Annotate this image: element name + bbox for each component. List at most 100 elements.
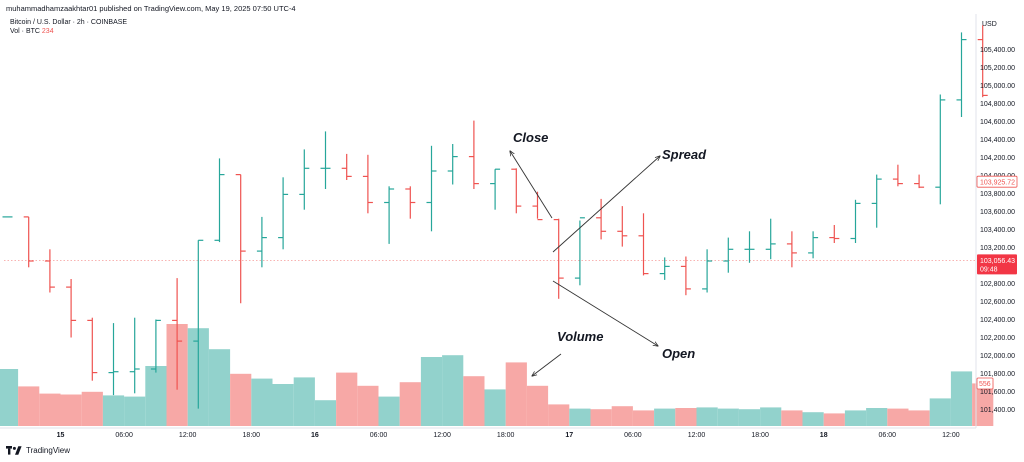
time-tick-label: 18:00 bbox=[751, 432, 769, 439]
price-tick-label: 102,600.00 bbox=[980, 299, 1015, 306]
time-tick-label: 17 bbox=[565, 432, 573, 439]
volume-bar bbox=[696, 407, 718, 426]
price-tick-label: 104,600.00 bbox=[980, 119, 1015, 126]
ohlc-bar bbox=[490, 168, 501, 210]
volume-bar bbox=[908, 410, 930, 426]
ohlc-bar bbox=[278, 177, 289, 250]
last-volume-box bbox=[976, 377, 994, 390]
last-price-label: 103,056.43 bbox=[980, 258, 1015, 265]
price-tick-label: 103,600.00 bbox=[980, 209, 1015, 216]
time-tick-label: 12:00 bbox=[433, 432, 451, 439]
ohlc-bar bbox=[87, 317, 98, 381]
volume-bar bbox=[548, 404, 570, 426]
price-axis[interactable]: USD 105,400.00 105,200.00 105,000.00 104,800… bbox=[975, 14, 1018, 428]
time-tick-label: 06:00 bbox=[879, 432, 897, 439]
price-tick-label: 102,800.00 bbox=[980, 281, 1015, 288]
ohlc-bar bbox=[765, 218, 776, 260]
ohlc-bar bbox=[956, 32, 967, 117]
ohlc-bar bbox=[850, 199, 861, 243]
volume-bar bbox=[781, 410, 803, 426]
ohlc-bar bbox=[871, 174, 882, 228]
ohlc-bar bbox=[66, 279, 77, 338]
annotations: Close Spread Volume Open bbox=[510, 130, 707, 376]
ohlc-bar bbox=[172, 278, 183, 390]
volume-bar bbox=[399, 382, 421, 426]
volume-bar bbox=[929, 398, 951, 426]
time-tick-label: 18:00 bbox=[497, 432, 515, 439]
time-tick-label: 06:00 bbox=[115, 432, 133, 439]
ohlc-bar bbox=[405, 186, 416, 219]
volume-bar bbox=[102, 395, 125, 426]
volume-bar bbox=[336, 372, 358, 426]
ohlc-bar bbox=[892, 164, 903, 187]
ohlc-bar bbox=[935, 94, 946, 205]
time-tick-label: 15 bbox=[57, 432, 65, 439]
ohlc-bar bbox=[193, 239, 204, 409]
volume-bar bbox=[442, 355, 464, 426]
price-tick-label: 103,800.00 bbox=[980, 191, 1015, 198]
ohlc-bar bbox=[744, 231, 755, 263]
price-tick-label: 103,400.00 bbox=[980, 227, 1015, 234]
price-tick-label: 101,800.00 bbox=[980, 371, 1015, 378]
volume-bars bbox=[0, 324, 994, 426]
ohlc-bar bbox=[320, 131, 331, 189]
publisher-line: muhammadhamzaakhtar01 published on Tradi… bbox=[6, 4, 296, 13]
volume-bar bbox=[124, 396, 146, 426]
ohlc-bar bbox=[235, 174, 246, 304]
volume-label: Vol · BTC bbox=[10, 28, 40, 35]
ohlc-bar bbox=[553, 218, 564, 299]
volume-bar bbox=[760, 407, 782, 426]
volume-bar bbox=[654, 408, 676, 426]
volume-bar bbox=[505, 362, 527, 426]
price-tick-label: 101,600.00 bbox=[980, 389, 1015, 396]
volume-bar bbox=[230, 373, 252, 426]
ohlc-bar bbox=[214, 158, 225, 243]
footer: TradingView bbox=[6, 446, 70, 455]
ohlc-bar bbox=[617, 206, 628, 247]
volume-bar bbox=[378, 396, 400, 426]
ohlc-bar bbox=[786, 231, 797, 268]
ohlc-bar bbox=[574, 217, 585, 286]
volume-bar bbox=[208, 349, 231, 426]
ohlc-bar bbox=[659, 257, 670, 280]
volume-bar bbox=[972, 383, 994, 426]
annotation-label: Volume bbox=[557, 329, 603, 344]
ohlc-bar bbox=[256, 216, 267, 268]
volume-bar bbox=[632, 410, 655, 426]
countdown-label: 09:48 bbox=[980, 266, 998, 273]
ohlc-bar bbox=[680, 256, 691, 296]
time-tick-label: 18 bbox=[820, 432, 828, 439]
time-tick-label: 16 bbox=[311, 432, 319, 439]
annotation-label: Open bbox=[662, 346, 695, 361]
volume-bar bbox=[526, 385, 549, 426]
volume-bar bbox=[823, 413, 845, 426]
volume-bar bbox=[675, 408, 697, 426]
time-tick-label: 12:00 bbox=[688, 432, 706, 439]
price-tick-label: 102,000.00 bbox=[980, 353, 1015, 360]
time-tick-label: 12:00 bbox=[942, 432, 960, 439]
prev-level-label: 103,925.72 bbox=[980, 180, 1015, 187]
volume-bar bbox=[357, 385, 379, 426]
volume-bar bbox=[145, 366, 167, 426]
price-tick-label: 105,000.00 bbox=[980, 83, 1015, 90]
prev-level-box bbox=[976, 175, 1018, 188]
price-tick-label: 104,400.00 bbox=[980, 137, 1015, 144]
time-axis[interactable]: 15 06:00 12:00 18:00 16 06:00 12:00 18:00 17 06:0… bbox=[0, 427, 976, 439]
volume-bar bbox=[39, 393, 61, 426]
annotation-arrow bbox=[552, 156, 660, 253]
ohlc-bar bbox=[532, 191, 543, 221]
volume-bar bbox=[60, 394, 82, 426]
price-axis-currency: USD bbox=[982, 21, 997, 28]
ohlc-bar bbox=[808, 231, 819, 259]
price-tick-label: 105,400.00 bbox=[980, 47, 1015, 54]
price-tick-label: 104,800.00 bbox=[980, 101, 1015, 108]
volume-bar bbox=[717, 408, 739, 426]
ohlc-bar bbox=[447, 144, 458, 185]
ohlc-bar bbox=[23, 216, 34, 268]
volume-bar bbox=[420, 357, 443, 426]
volume-legend: Vol · BTC 234 bbox=[10, 28, 54, 35]
price-tick-label: 102,200.00 bbox=[980, 335, 1015, 342]
volume-bar bbox=[251, 378, 273, 426]
annotation-arrow bbox=[510, 151, 553, 219]
